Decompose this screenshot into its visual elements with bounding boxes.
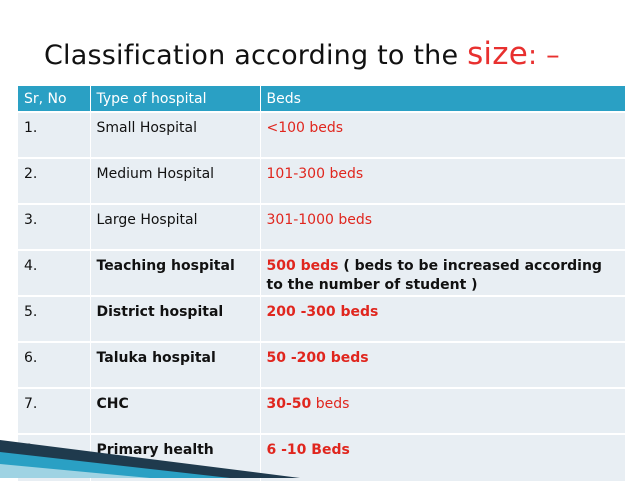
table-header-row: Sr, No Type of hospital Beds: [18, 86, 626, 112]
title-suffix: : –: [528, 40, 560, 71]
cell-no: 6.: [18, 341, 91, 388]
beds-value: <100 beds: [266, 120, 344, 136]
cell-type: Taluka hospital: [90, 341, 261, 388]
cell-beds: 101-300 beds: [260, 157, 626, 204]
cell-no: 7.: [18, 387, 91, 434]
cell-no: 8.: [18, 433, 91, 481]
header-sr-no: Sr, No: [18, 86, 91, 112]
cell-type: District hospital: [90, 295, 261, 342]
cell-beds: 30-50 beds: [260, 387, 626, 434]
cell-beds: <100 beds: [260, 111, 626, 158]
cell-beds: 301-1000 beds: [260, 203, 626, 250]
cell-no: 4.: [18, 249, 91, 296]
cell-beds: 50 -200 beds: [260, 341, 626, 388]
header-beds: Beds: [260, 86, 626, 112]
cell-no: 3.: [18, 203, 91, 250]
table-row: 4. Teaching hospital 500 beds ( beds to …: [18, 249, 626, 296]
header-type: Type of hospital: [90, 86, 261, 112]
cell-type: Primary health center: [90, 433, 261, 481]
beds-note: beds: [311, 396, 350, 412]
cell-no: 2.: [18, 157, 91, 204]
cell-type: Large Hospital: [90, 203, 261, 250]
table-row: 1. Small Hospital <100 beds: [18, 111, 626, 158]
beds-value: 6 -10 Beds: [266, 442, 350, 458]
cell-beds: 200 -300 beds: [260, 295, 626, 342]
table-row: 8. Primary health center 6 -10 Beds: [18, 433, 626, 481]
cell-type: Small Hospital: [90, 111, 261, 158]
beds-value: 101-300 beds: [266, 166, 364, 182]
cell-beds: 6 -10 Beds: [260, 433, 626, 481]
table-row: 7. CHC 30-50 beds: [18, 387, 626, 434]
beds-value: 301-1000 beds: [266, 212, 373, 228]
beds-value: 500 beds: [266, 258, 339, 274]
title-prefix: Classification according to the: [44, 40, 468, 71]
beds-value: 50 -200 beds: [266, 350, 369, 366]
table-row: 5. District hospital 200 -300 beds: [18, 295, 626, 342]
cell-no: 1.: [18, 111, 91, 158]
title-accent-word: size: [467, 36, 528, 72]
hospital-classification-table: Sr, No Type of hospital Beds 1. Small Ho…: [18, 86, 626, 481]
cell-beds: 500 beds ( beds to be increased accordin…: [260, 249, 626, 296]
beds-note: ( beds to be increased according to the …: [266, 258, 602, 293]
cell-type: Medium Hospital: [90, 157, 261, 204]
slide-title: Classification according to the size: –: [44, 36, 560, 72]
cell-type: CHC: [90, 387, 261, 434]
table-row: 2. Medium Hospital 101-300 beds: [18, 157, 626, 204]
beds-value: 200 -300 beds: [266, 304, 379, 320]
cell-type: Teaching hospital: [90, 249, 261, 296]
cell-no: 5.: [18, 295, 91, 342]
table-row: 6. Taluka hospital 50 -200 beds: [18, 341, 626, 388]
table-row: 3. Large Hospital 301-1000 beds: [18, 203, 626, 250]
beds-value: 30-50: [266, 396, 312, 412]
